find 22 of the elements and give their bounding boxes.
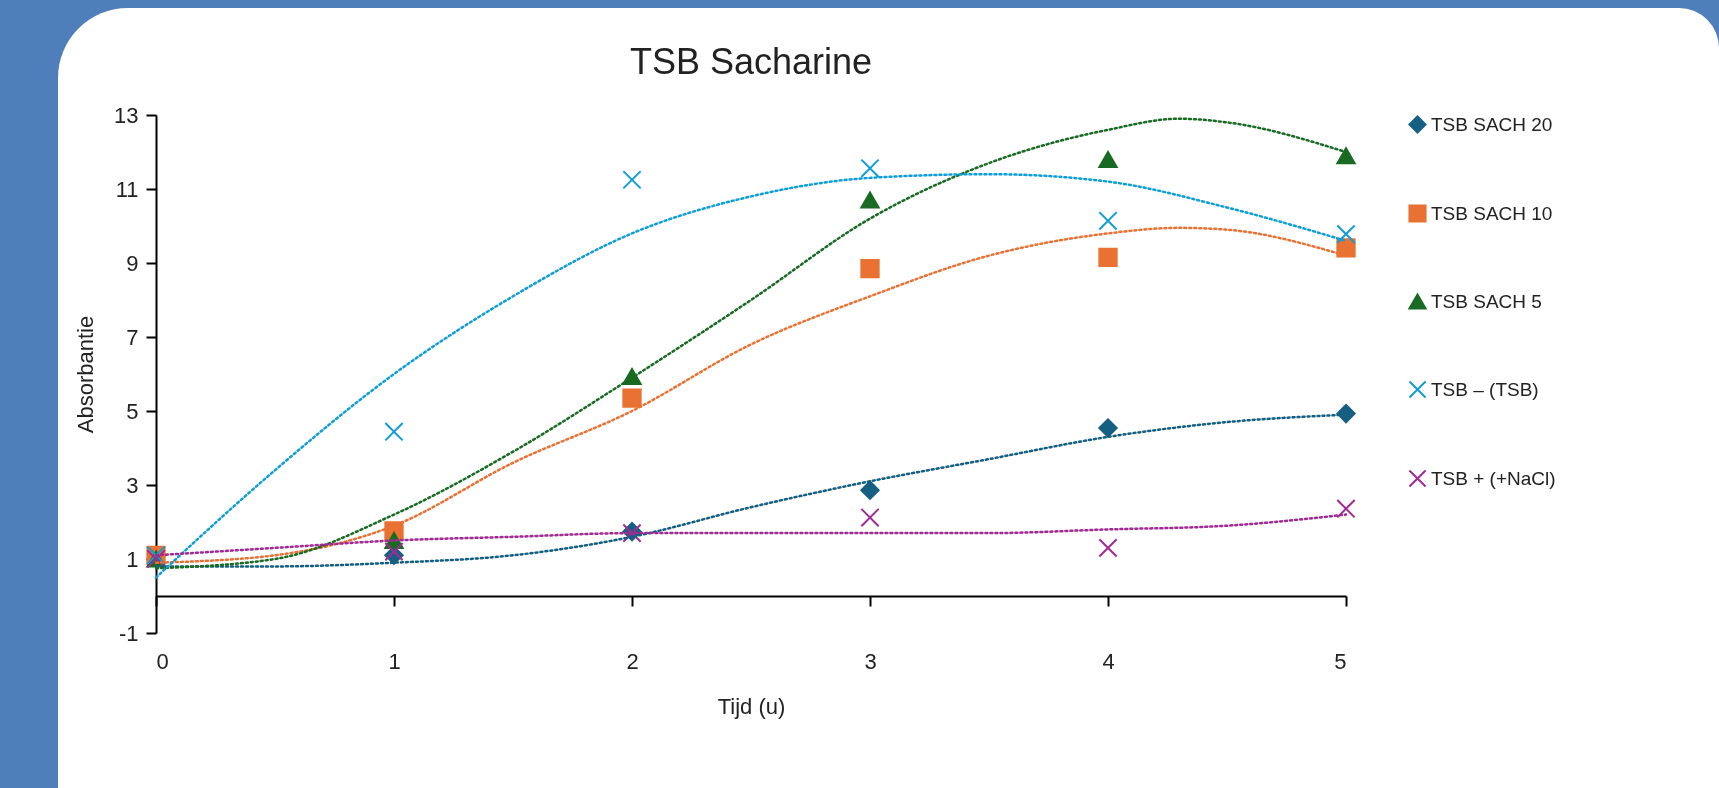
- y-tick-label: -1: [118, 620, 139, 646]
- y-tick-label: 3: [126, 472, 139, 498]
- y-tick-label: 7: [126, 324, 139, 350]
- y-tick-label: 13: [114, 102, 139, 128]
- y-tick-label: 9: [126, 250, 139, 276]
- legend-label: TSB SACH 5: [1431, 290, 1542, 312]
- y-axis-title: Absorbantie: [73, 315, 99, 434]
- y-tick-label: 11: [115, 176, 139, 202]
- legend-label: TSB SACH 20: [1431, 113, 1553, 135]
- x-tick-label: 4: [1102, 648, 1115, 674]
- x-tick-label: 5: [1334, 648, 1347, 674]
- chart-title: TSB Sacharine: [629, 41, 873, 82]
- y-tick-label: 5: [126, 398, 139, 424]
- x-tick-label: 3: [864, 648, 877, 674]
- legend-label: TSB SACH 10: [1431, 202, 1553, 224]
- legend-label: TSB + (+NaCl): [1431, 467, 1556, 489]
- x-tick-label: 0: [156, 648, 169, 674]
- legend-label: TSB – (TSB): [1431, 378, 1539, 400]
- x-tick-label: 1: [388, 648, 401, 674]
- x-axis-title: Tijd (u): [717, 693, 786, 719]
- y-tick-label: 1: [126, 546, 139, 572]
- x-tick-label: 2: [626, 648, 639, 674]
